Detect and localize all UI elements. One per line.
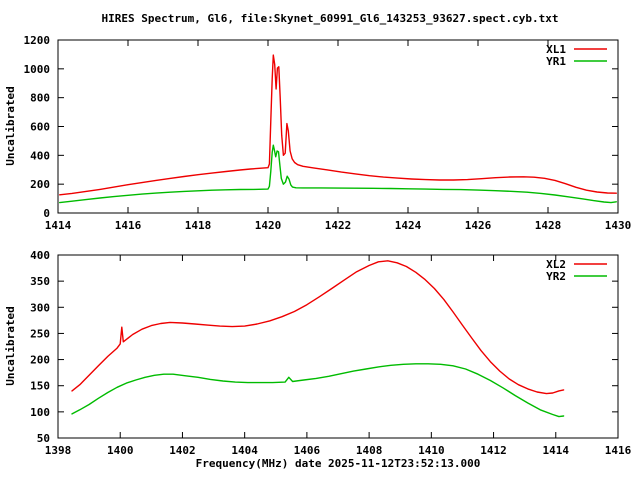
y-tick-label: 150 [30,380,50,393]
x-tick-label: 1406 [294,444,321,457]
y-tick-label: 400 [30,249,50,262]
legend-label-YR1: YR1 [546,55,566,68]
bottom-chart-y-axis-label: Uncalibrated [4,306,17,385]
legend-label-XL2: XL2 [546,258,566,271]
y-tick-label: 50 [37,432,50,445]
x-tick-label: 1416 [115,219,142,232]
x-tick-label: 1412 [480,444,507,457]
x-tick-label: 1418 [185,219,212,232]
y-tick-label: 800 [30,92,50,105]
plot-border [57,39,619,214]
x-axis-label: Frequency(MHz) date 2025-11-12T23:52:13.… [196,457,481,470]
y-tick-label: 400 [30,149,50,162]
x-tick-label: 1424 [395,219,422,232]
y-tick-label: 100 [30,406,50,419]
series-line-XL1 [59,54,617,196]
x-tick-label: 1408 [356,444,383,457]
y-tick-label: 600 [30,121,50,134]
x-tick-label: 1428 [535,219,562,232]
top-chart-y-axis-label: Uncalibrated [4,86,17,165]
x-tick-label: 1430 [605,219,632,232]
top-chart: 1414 1416 1418 1420 1422 1424 1426 1428 1430 0 200… [24,34,632,232]
y-tick-label: 200 [30,178,50,191]
x-tick-label: 1414 [45,219,72,232]
chart-title: HIRES Spectrum, Gl6, file:Skynet_60991_G… [102,12,559,25]
y-tick-label: 350 [30,275,50,288]
x-tick-label: 1420 [255,219,282,232]
x-tick-label: 1414 [543,444,570,457]
series-line-YR1 [59,144,617,204]
x-tick-label: 1400 [107,444,134,457]
bottom-chart: 1398 1400 1402 1404 1406 1408 1410 1412 1414 1416… [30,249,631,457]
legend-label-YR2: YR2 [546,270,566,283]
series-line-XL2 [71,260,565,395]
x-tick-label: 1422 [325,219,352,232]
y-tick-label: 300 [30,301,50,314]
y-tick-label: 0 [43,207,50,220]
y-tick-label: 250 [30,327,50,340]
legend-label-XL1: XL1 [546,43,566,56]
y-tick-label: 1000 [24,63,51,76]
x-tick-label: 1402 [169,444,196,457]
x-tick-label: 1410 [418,444,445,457]
x-tick-label: 1404 [231,444,258,457]
x-tick-label: 1426 [465,219,492,232]
series-line-YR2 [71,363,565,418]
y-tick-label: 1200 [24,34,51,47]
plot-border [57,254,619,439]
x-tick-label: 1398 [45,444,72,457]
y-tick-label: 200 [30,354,50,367]
x-tick-label: 1416 [605,444,632,457]
